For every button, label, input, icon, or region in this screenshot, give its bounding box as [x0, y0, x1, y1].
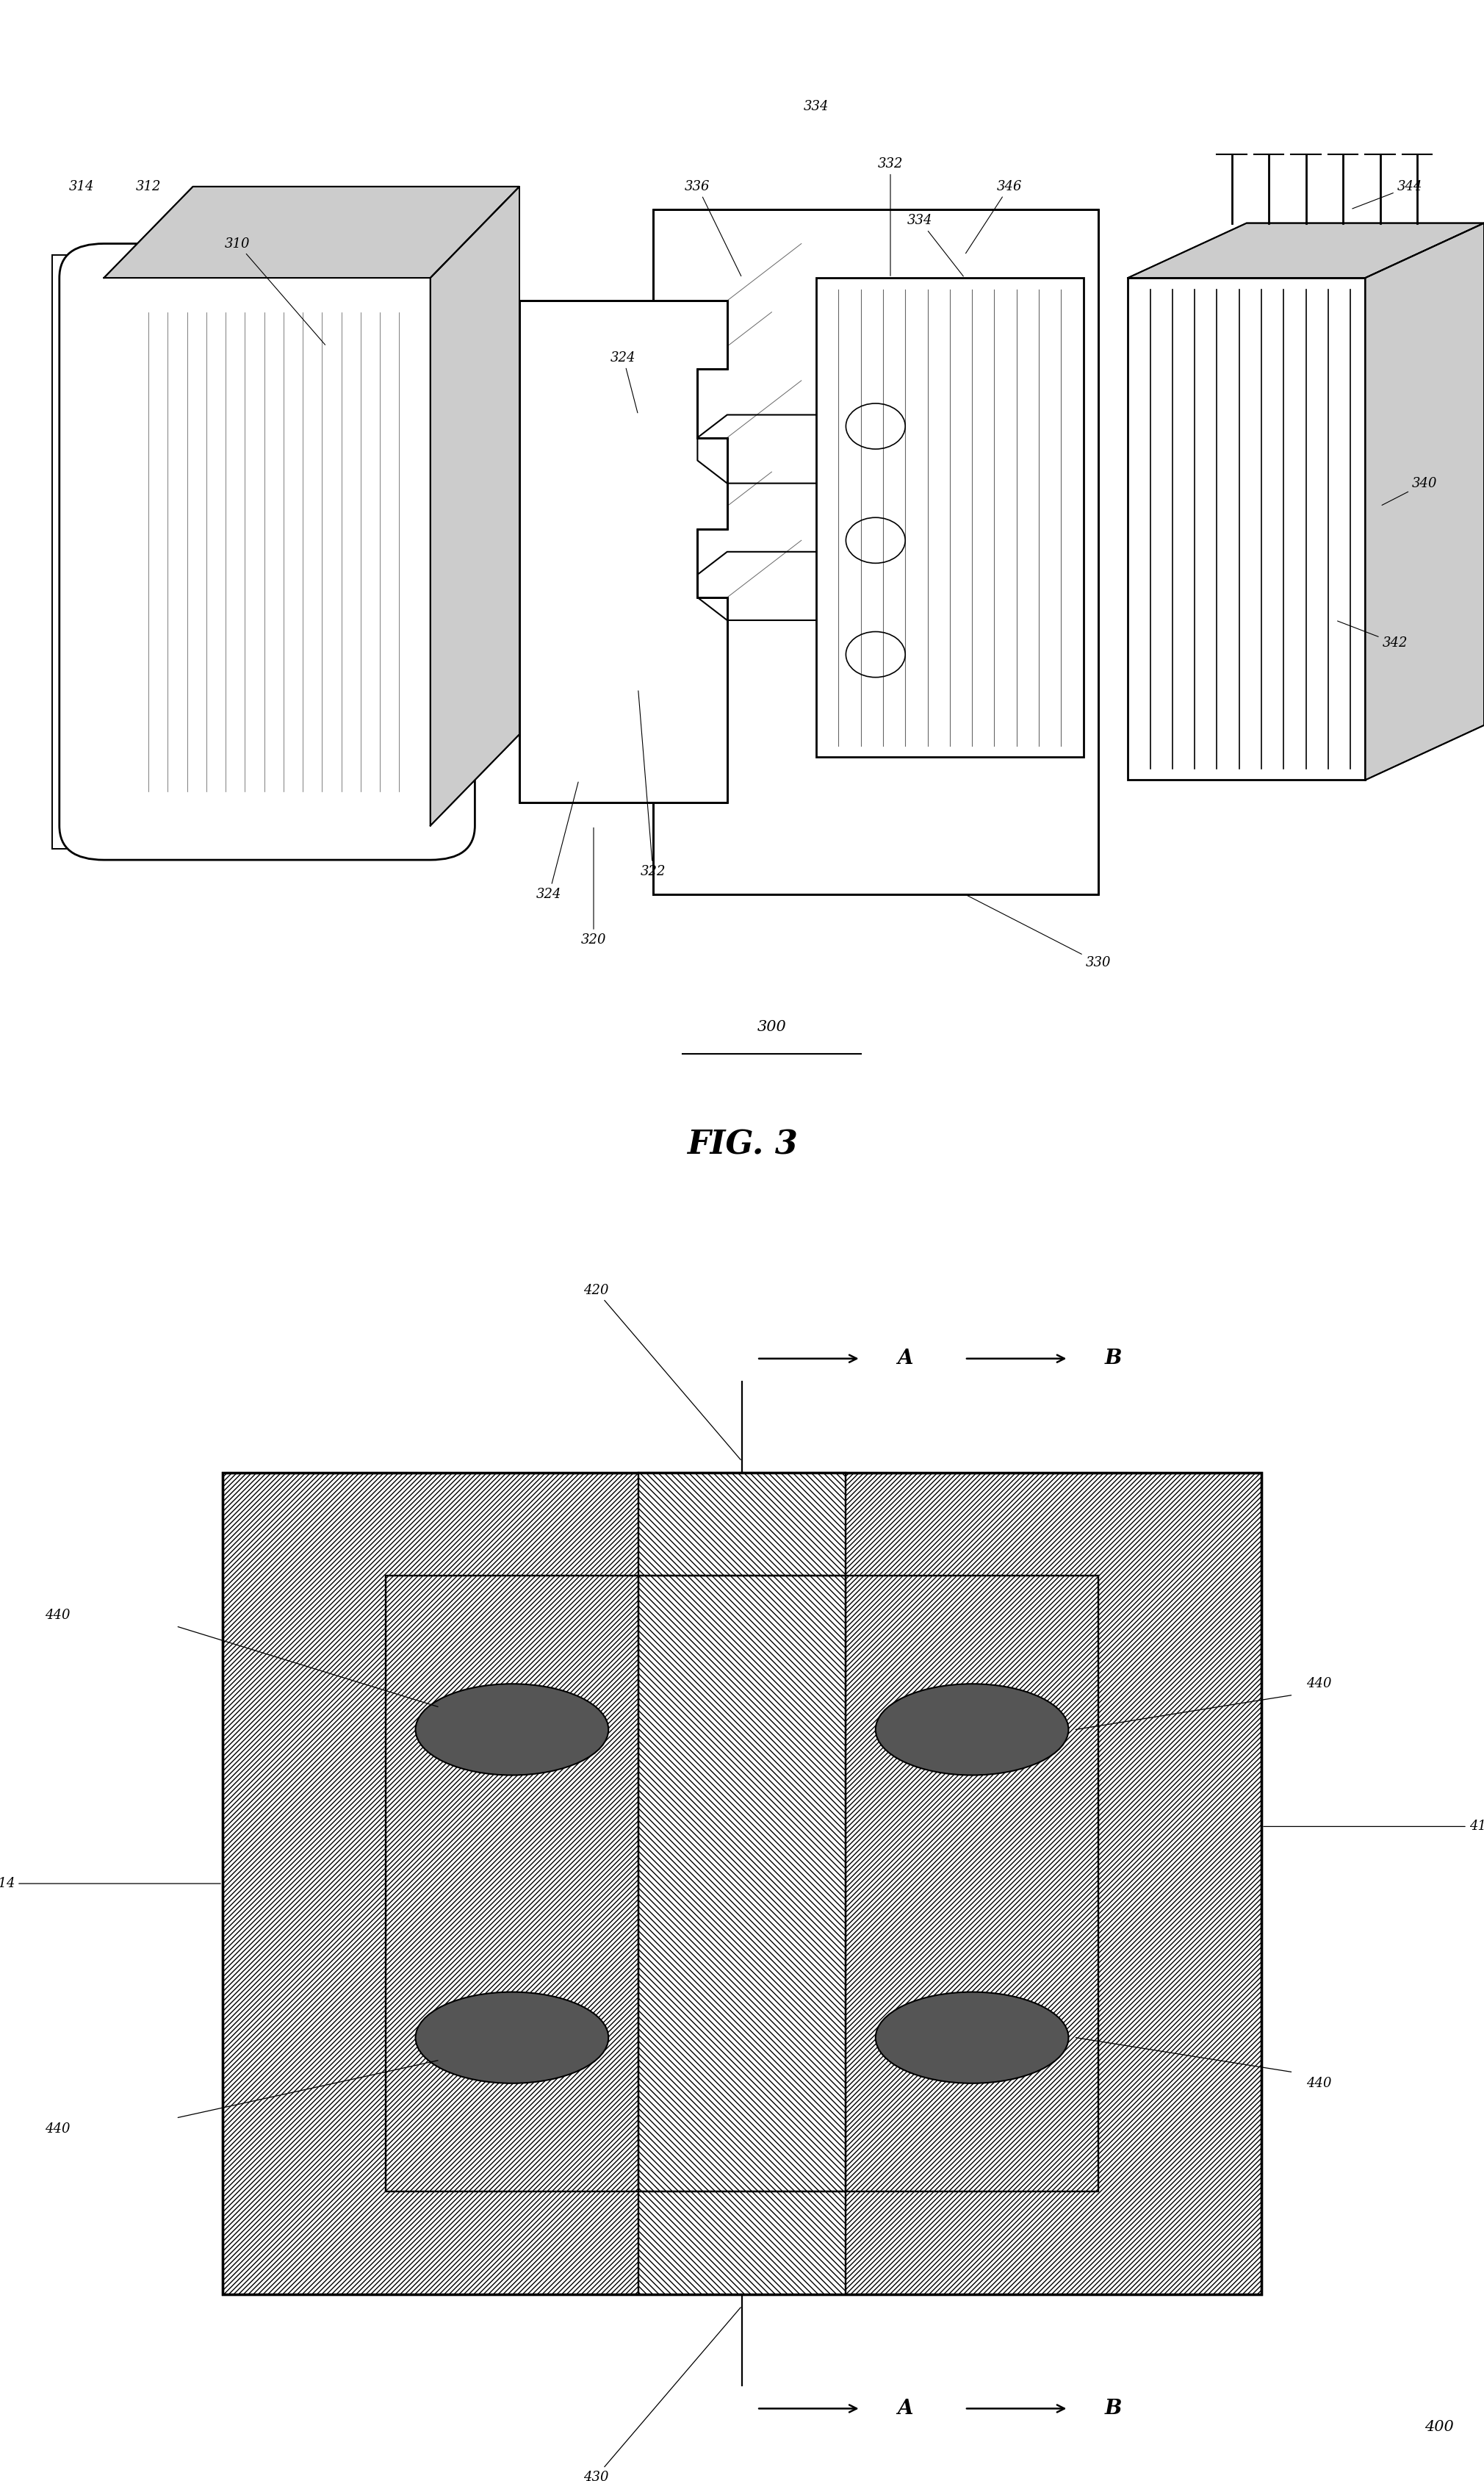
Text: 314: 314: [68, 181, 95, 194]
Text: 340: 340: [1382, 476, 1438, 506]
Bar: [386, 1575, 1098, 2191]
FancyBboxPatch shape: [59, 243, 475, 861]
Text: 400: 400: [1425, 2421, 1454, 2434]
Bar: [223, 1474, 1261, 2295]
Text: B: B: [1104, 2399, 1122, 2419]
Bar: [638, 1575, 846, 2191]
Bar: [638, 2191, 846, 2295]
Polygon shape: [519, 300, 727, 804]
Text: 346: 346: [966, 181, 1022, 253]
Text: FIG. 3: FIG. 3: [687, 1129, 797, 1161]
Text: 334: 334: [907, 213, 963, 275]
Text: 330: 330: [966, 896, 1112, 970]
Ellipse shape: [876, 1992, 1068, 2084]
Text: 320: 320: [580, 829, 607, 945]
Text: 440: 440: [45, 2121, 70, 2136]
Polygon shape: [816, 278, 1083, 757]
Text: 414: 414: [0, 1878, 221, 1891]
Text: 430: 430: [583, 2307, 741, 2481]
Text: 420: 420: [583, 1283, 741, 1459]
Text: 440: 440: [1306, 2077, 1331, 2089]
Bar: [386, 1575, 1098, 2191]
Text: 342: 342: [1337, 620, 1408, 650]
Text: A: A: [898, 2399, 913, 2419]
Bar: [386, 1575, 1098, 2191]
Text: 336: 336: [684, 181, 741, 275]
Text: B: B: [1104, 1350, 1122, 1370]
Ellipse shape: [876, 1992, 1068, 2084]
Polygon shape: [104, 186, 519, 278]
Polygon shape: [1128, 278, 1365, 779]
Ellipse shape: [416, 1992, 608, 2084]
Text: 344: 344: [1352, 181, 1423, 208]
Text: 410: 410: [1263, 1821, 1484, 1833]
Polygon shape: [430, 186, 519, 826]
Text: 310: 310: [224, 238, 325, 345]
Text: 332: 332: [877, 156, 904, 275]
Text: 440: 440: [1306, 1677, 1331, 1690]
Ellipse shape: [876, 1685, 1068, 1776]
Polygon shape: [653, 208, 1098, 893]
Bar: [638, 1474, 846, 2295]
Text: 440: 440: [45, 1608, 70, 1623]
Text: 324: 324: [536, 782, 579, 901]
Bar: [638, 1575, 846, 2191]
Ellipse shape: [876, 1685, 1068, 1776]
Bar: [223, 1474, 1261, 2295]
Polygon shape: [1128, 223, 1484, 278]
Text: 312: 312: [135, 181, 162, 194]
Polygon shape: [1365, 223, 1484, 779]
Ellipse shape: [416, 1992, 608, 2084]
Bar: [223, 1474, 1261, 2295]
Text: 322: 322: [638, 690, 666, 878]
Text: 300: 300: [757, 1020, 787, 1035]
Ellipse shape: [416, 1685, 608, 1776]
Bar: [638, 1474, 846, 1575]
Text: A: A: [898, 1350, 913, 1370]
Ellipse shape: [416, 1685, 608, 1776]
Text: 334: 334: [803, 99, 830, 114]
Text: 324: 324: [610, 352, 638, 412]
